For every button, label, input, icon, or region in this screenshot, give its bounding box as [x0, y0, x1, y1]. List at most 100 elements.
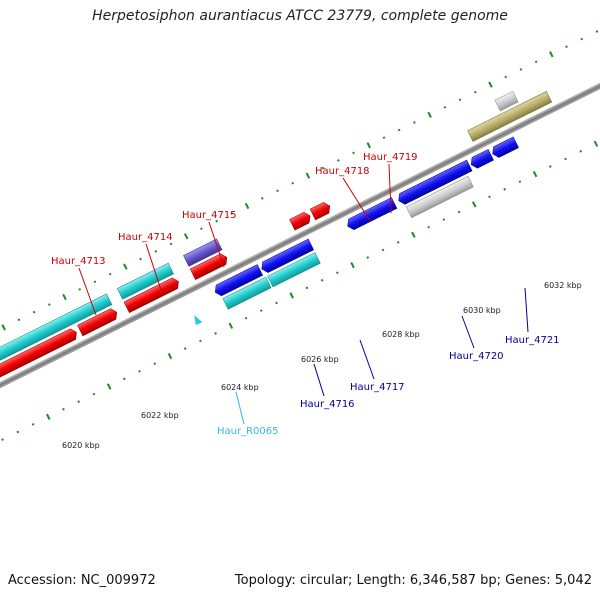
minor-tick: [138, 369, 141, 373]
major-tick: [305, 172, 311, 179]
gene-haur-4721[interactable]: [396, 159, 473, 206]
major-tick: [488, 81, 493, 88]
label-haur-4718[interactable]: Haur_4718: [315, 166, 370, 177]
minor-tick: [199, 339, 202, 343]
minor-tick: [47, 303, 51, 306]
major-tick: [123, 263, 128, 270]
minor-tick: [215, 219, 218, 223]
major-tick: [46, 413, 51, 420]
gene-olive-right[interactable]: [467, 91, 553, 142]
minor-tick: [457, 210, 461, 214]
minor-tick: [1, 438, 4, 441]
major-tick: [350, 261, 355, 269]
major-tick: [427, 111, 432, 119]
gene-haur-4721-outer[interactable]: [405, 175, 474, 219]
minor-tick: [31, 423, 35, 426]
tick-label-6028: 6028 kbp: [382, 330, 420, 339]
minor-tick: [504, 75, 508, 79]
gene-blue-right-2[interactable]: [490, 136, 519, 159]
minor-tick: [275, 301, 278, 305]
gene-haur-4717-outer[interactable]: [267, 252, 321, 288]
gene-haur-4713b[interactable]: [77, 307, 119, 337]
label-haur-4721[interactable]: Haur_4721: [505, 335, 560, 346]
minor-tick: [139, 257, 142, 261]
minor-tick: [244, 316, 248, 320]
gene-haur-4717[interactable]: [259, 238, 314, 274]
minor-tick: [473, 90, 477, 94]
map-title: Herpetosiphon aurantiacus ATCC 23779, co…: [92, 8, 508, 24]
minor-tick: [77, 400, 81, 403]
minor-tick: [579, 149, 583, 153]
inner-tick-row: [1, 140, 599, 441]
major-tick: [289, 292, 294, 299]
gene-haur-4714[interactable]: [123, 276, 181, 314]
minor-tick: [503, 187, 507, 191]
minor-tick: [488, 195, 491, 199]
gene-labels: Haur_4713 Haur_4714 Haur_4715 Haur_4718 …: [51, 152, 560, 437]
major-tick: [106, 383, 112, 390]
minor-tick: [352, 151, 355, 155]
minor-tick: [397, 128, 401, 132]
tick-label-6026: 6026 kbp: [301, 355, 339, 364]
gene-haur-4713[interactable]: [0, 327, 79, 397]
gene-haur-4716-outer[interactable]: [222, 276, 272, 310]
minor-tick: [92, 392, 96, 396]
label-haur-4713[interactable]: Haur_4713: [51, 256, 106, 267]
minor-tick: [291, 181, 295, 185]
label-haur-4717[interactable]: Haur_4717: [350, 382, 405, 393]
minor-tick: [122, 377, 126, 381]
major-tick: [366, 142, 372, 149]
minor-tick: [305, 286, 309, 290]
gene-haur-4714-outer[interactable]: [116, 262, 174, 300]
minor-tick: [396, 241, 400, 244]
gene-blue-right-1[interactable]: [468, 149, 494, 170]
gene-haur-4720[interactable]: [345, 197, 398, 232]
label-haur-4719[interactable]: Haur_4719: [363, 152, 418, 163]
minor-tick: [200, 227, 203, 231]
genome-summary-text: Topology: circular; Length: 6,346,587 bp…: [234, 573, 592, 588]
gene-haur-4713-outer[interactable]: [0, 293, 113, 384]
major-tick: [244, 202, 250, 210]
minor-tick: [548, 165, 552, 168]
minor-tick: [427, 225, 430, 229]
major-tick: [183, 233, 189, 240]
label-haur-4716[interactable]: Haur_4716: [300, 399, 355, 410]
tick-label-6032: 6032 kbp: [544, 281, 582, 290]
minor-tick: [413, 121, 416, 124]
gene-haur-4715[interactable]: [189, 252, 229, 281]
minor-tick: [108, 272, 112, 276]
minor-tick: [366, 256, 370, 259]
minor-tick: [93, 280, 97, 284]
minor-tick: [382, 136, 386, 140]
minor-tick: [442, 218, 446, 221]
label-haur-4720[interactable]: Haur_4720: [449, 351, 504, 362]
minor-tick: [381, 248, 385, 252]
minor-tick: [153, 362, 157, 366]
minor-tick: [78, 288, 82, 291]
label-haur-r0065[interactable]: Haur_R0065: [217, 426, 279, 437]
minor-tick: [17, 318, 21, 322]
accession-text: Accession: NC_009972: [8, 573, 156, 588]
minor-tick: [519, 68, 523, 71]
minor-tick: [320, 278, 324, 282]
minor-tick: [565, 45, 568, 48]
label-haur-4715[interactable]: Haur_4715: [182, 210, 237, 221]
minor-tick: [580, 37, 584, 41]
tick-label-6022: 6022 kbp: [141, 411, 179, 420]
gene-haur-4715-purple[interactable]: [183, 238, 223, 267]
gene-grey-right[interactable]: [494, 90, 519, 112]
minor-tick: [518, 180, 522, 184]
minor-tick: [534, 60, 538, 64]
major-tick: [62, 293, 67, 301]
minor-tick: [443, 105, 447, 109]
tick-label-6024: 6024 kbp: [221, 383, 259, 392]
minor-tick: [564, 157, 567, 161]
minor-tick: [458, 98, 462, 102]
major-tick: [549, 51, 554, 58]
gene-haur-4718[interactable]: [289, 210, 313, 231]
gene-haur-4719[interactable]: [309, 201, 332, 221]
label-haur-4714[interactable]: Haur_4714: [118, 232, 173, 243]
gene-haur-r0065[interactable]: [191, 313, 203, 326]
gene-haur-4716[interactable]: [213, 264, 263, 298]
